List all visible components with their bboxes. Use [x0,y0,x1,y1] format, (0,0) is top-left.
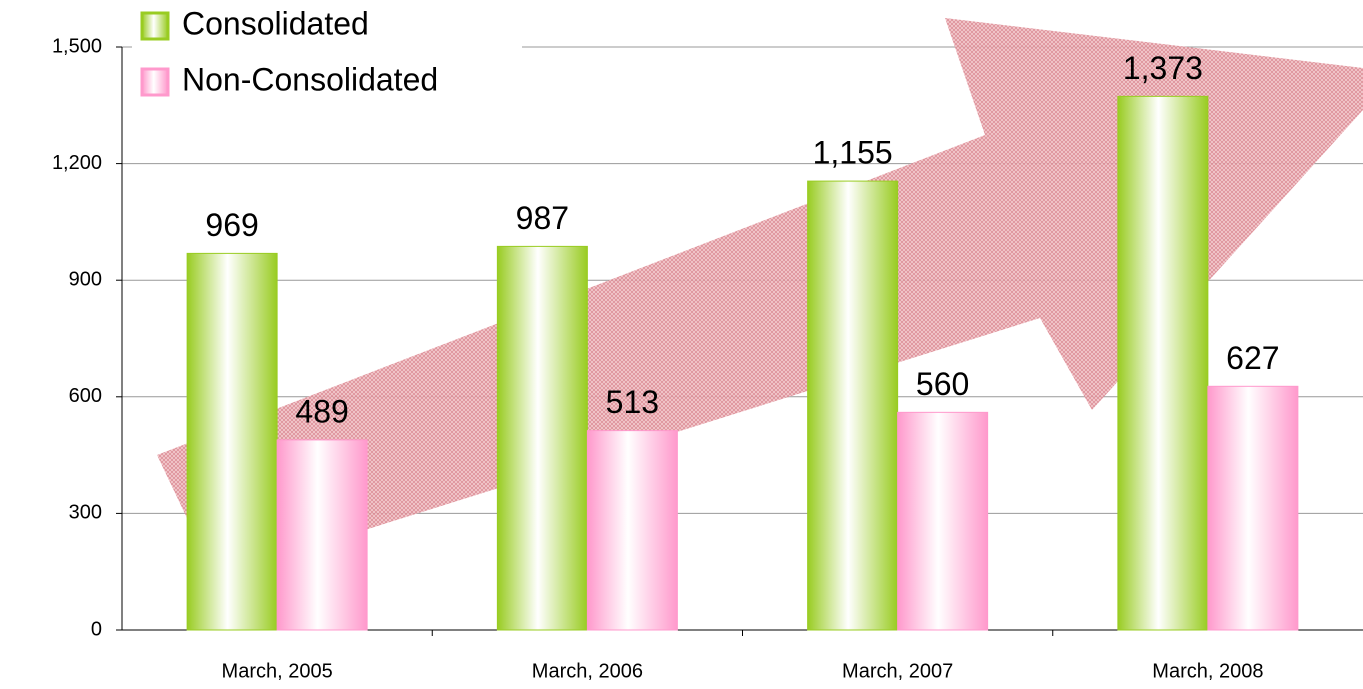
value-label: 560 [916,366,969,402]
value-label: 489 [295,393,348,429]
legend: Consolidated Non-Consolidated [132,0,522,110]
bar [187,253,277,630]
chart: 0 300 600 900 1,200 1,500 March, 2005 March, 20… [0,0,1363,689]
bar [898,412,988,630]
x-tick-label: March, 2006 [532,660,643,682]
value-label: 1,155 [813,135,893,171]
bar [808,181,898,630]
y-tick-label: 600 [69,385,102,407]
y-tick-label: 1,200 [52,152,102,174]
bar [277,440,367,630]
x-tick-label: March, 2008 [1152,660,1263,682]
x-tick-label: March, 2007 [842,660,953,682]
bar [587,431,677,630]
value-label: 627 [1226,340,1279,376]
y-tick-label: 0 [91,618,102,640]
value-label: 1,373 [1123,50,1203,86]
legend-label: Consolidated [182,5,369,41]
bar [497,246,587,630]
bar [1118,96,1208,630]
legend-label: Non-Consolidated [182,61,438,97]
bar [1208,386,1298,630]
legend-swatch [142,13,168,39]
y-tick-label: 1,500 [52,35,102,57]
legend-swatch [142,69,168,95]
value-label: 513 [606,384,659,420]
y-tick-label: 300 [69,502,102,524]
value-label: 969 [205,207,258,243]
x-tick-label: March, 2005 [222,660,333,682]
y-tick-label: 900 [69,268,102,290]
value-label: 987 [516,200,569,236]
